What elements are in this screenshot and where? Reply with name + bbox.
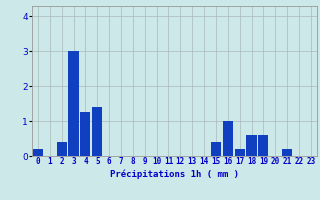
X-axis label: Précipitations 1h ( mm ): Précipitations 1h ( mm ) [110, 169, 239, 179]
Bar [92, 107, 102, 156]
Bar [246, 135, 257, 156]
Bar [211, 142, 221, 156]
Bar [258, 135, 268, 156]
Bar [68, 51, 79, 156]
Bar [223, 121, 233, 156]
Bar [235, 149, 245, 156]
Bar [57, 142, 67, 156]
Bar [282, 149, 292, 156]
Bar [33, 149, 43, 156]
Bar [80, 112, 91, 156]
